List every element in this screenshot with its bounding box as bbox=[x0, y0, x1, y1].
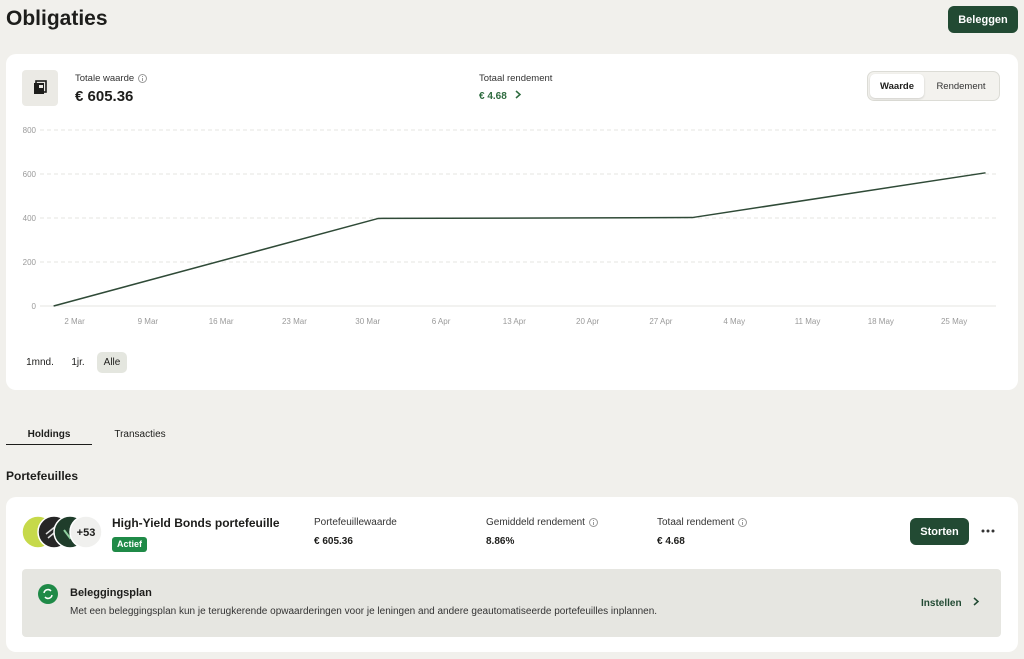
more-menu[interactable] bbox=[980, 527, 996, 535]
label-text: Portefeuillewaarde bbox=[314, 517, 397, 528]
info-icon bbox=[588, 517, 598, 527]
more-count: +53 bbox=[77, 527, 96, 539]
x-tick-label: 25 May bbox=[941, 317, 967, 326]
stat-value: 8.86% bbox=[486, 536, 515, 547]
chevron bbox=[515, 90, 521, 99]
x-tick-label: 13 Apr bbox=[503, 317, 526, 326]
y-tick-label: 800 bbox=[23, 126, 37, 135]
y-tick-label: 400 bbox=[23, 214, 37, 223]
stat-label: Gemiddeld rendement bbox=[486, 517, 598, 528]
chart: 0 200 400 600 800 2 Mar 9 Mar 16 Mar 23 Mar 30 Ma… bbox=[23, 126, 996, 326]
label-text: Totale waarde bbox=[75, 73, 135, 84]
stat-label: Totaal rendement bbox=[657, 517, 748, 528]
value-card bbox=[6, 54, 1018, 390]
toggle-option[interactable]: Rendement bbox=[936, 80, 986, 92]
tab[interactable]: Holdings bbox=[6, 424, 92, 445]
portfolio-name[interactable]: High-Yield Bonds portefeuille bbox=[112, 516, 280, 530]
invest-button[interactable]: Beleggen bbox=[948, 6, 1018, 33]
chevron bbox=[973, 597, 980, 606]
x-tick-label: 4 May bbox=[723, 317, 745, 326]
total-return[interactable]: € 4.68 bbox=[479, 90, 523, 102]
period-option[interactable]: 1jr. bbox=[71, 357, 85, 368]
info-icon bbox=[738, 517, 748, 527]
x-tick-label: 20 Apr bbox=[576, 317, 599, 326]
status-badge: Actief bbox=[112, 537, 148, 552]
wallet-icon bbox=[22, 70, 58, 106]
label-text: Totaal rendement bbox=[657, 517, 735, 528]
y-tick-label: 0 bbox=[32, 302, 37, 311]
value-line bbox=[53, 172, 986, 307]
total-value: € 605.36 bbox=[75, 88, 134, 105]
info-icon[interactable] bbox=[138, 73, 148, 83]
x-tick-label: 27 Apr bbox=[649, 317, 672, 326]
y-tick-label: 600 bbox=[23, 170, 37, 179]
x-tick-label: 16 Mar bbox=[209, 317, 234, 326]
stat-value: € 4.68 bbox=[657, 536, 685, 547]
plan-action[interactable]: Instellen bbox=[921, 597, 982, 609]
return-text: € 4.68 bbox=[479, 91, 507, 102]
plan-box bbox=[22, 569, 1001, 637]
plan-text: Met een beleggingsplan kun je terugkeren… bbox=[70, 606, 658, 617]
total-value-label: Totale waarde bbox=[75, 73, 148, 84]
plan-title: Beleggingsplan bbox=[70, 587, 152, 599]
tab[interactable]: Transacties bbox=[114, 429, 166, 440]
section-title: Portefeuilles bbox=[6, 469, 79, 483]
label-text: Gemiddeld rendement bbox=[486, 517, 585, 528]
view-toggle: Waarde Rendement bbox=[867, 71, 1000, 101]
x-tick-label: 18 May bbox=[868, 317, 894, 326]
x-tick-label: 30 Mar bbox=[355, 317, 380, 326]
stat-value: € 605.36 bbox=[314, 536, 353, 547]
x-tick-label: 9 Mar bbox=[138, 317, 159, 326]
toggle-option[interactable]: Waarde bbox=[870, 74, 924, 98]
x-tick-label: 23 Mar bbox=[282, 317, 307, 326]
y-tick-label: 200 bbox=[23, 258, 37, 267]
plan-icon bbox=[38, 584, 58, 604]
action-text: Instellen bbox=[921, 598, 962, 609]
x-tick-label: 2 Mar bbox=[64, 317, 85, 326]
x-tick-label: 6 Apr bbox=[432, 317, 451, 326]
deposit-button[interactable]: Storten bbox=[910, 518, 969, 545]
x-tick-label: 11 May bbox=[795, 317, 821, 326]
period-option[interactable]: Alle bbox=[97, 352, 127, 373]
stat-label: Portefeuillewaarde bbox=[314, 517, 397, 528]
portfolio-logos: +53 bbox=[21, 515, 103, 549]
period-option[interactable]: 1mnd. bbox=[26, 357, 54, 368]
page-title: Obligaties bbox=[6, 7, 108, 30]
total-return-label: Totaal rendement bbox=[479, 73, 553, 84]
